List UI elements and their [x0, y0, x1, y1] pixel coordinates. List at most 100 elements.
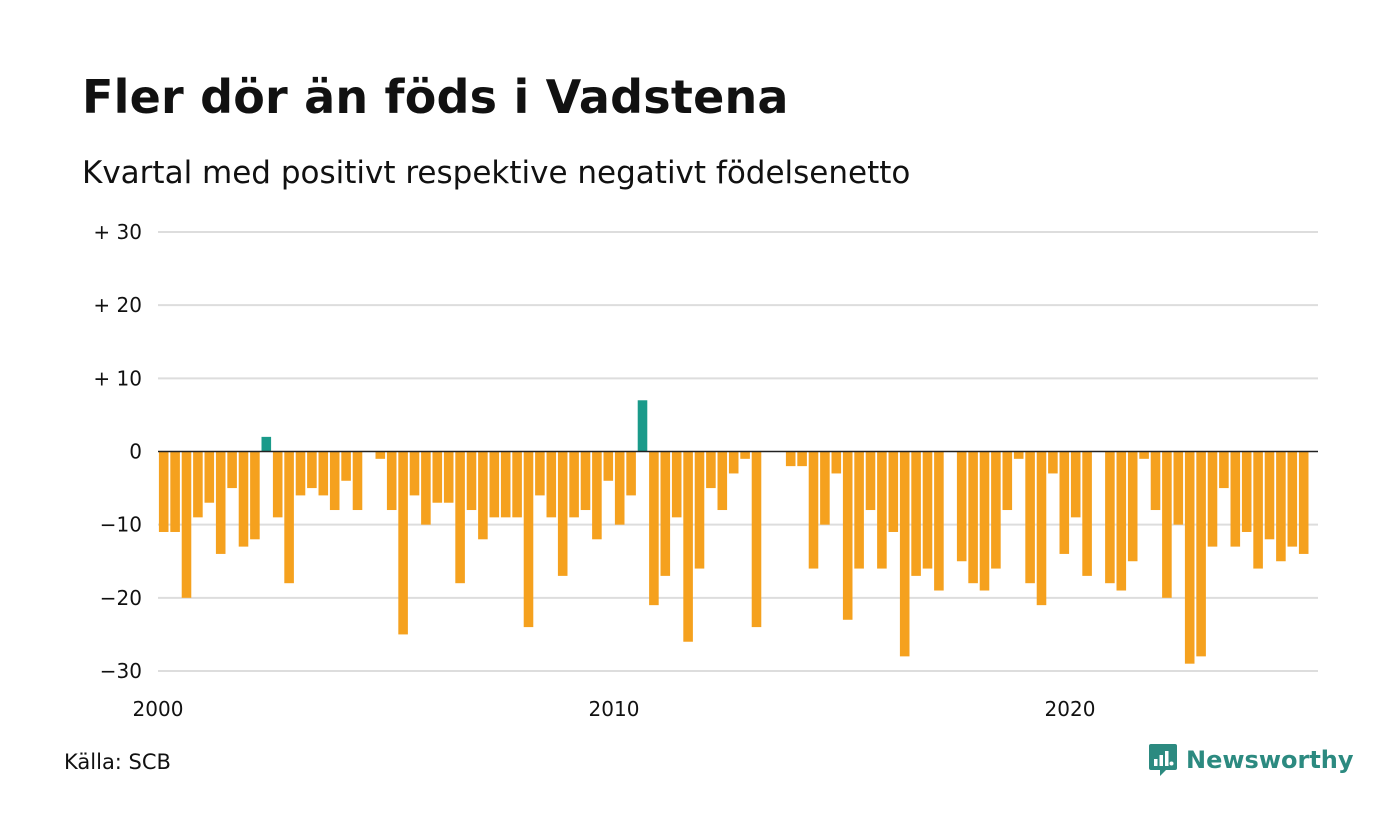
- bar-negative: [877, 451, 887, 569]
- bar-negative: [1219, 451, 1229, 489]
- bar-negative: [272, 451, 283, 518]
- bar-negative: [808, 451, 819, 569]
- bar-negative: [1036, 451, 1047, 606]
- bar-negative: [1105, 451, 1115, 584]
- bar-negative: [979, 451, 990, 591]
- bar-negative: [592, 451, 602, 540]
- bar-negative: [227, 451, 237, 489]
- bar-negative: [170, 451, 180, 532]
- y-tick-label: + 10: [93, 366, 142, 390]
- source-note: Källa: SCB: [64, 750, 171, 774]
- bar-negative: [1070, 451, 1081, 518]
- bar-negative: [569, 451, 579, 518]
- bar-negative: [318, 451, 329, 496]
- bar-negative: [1230, 451, 1241, 547]
- bar-negative: [1264, 451, 1275, 540]
- bar-negative: [341, 451, 351, 481]
- bar-negative: [535, 451, 545, 496]
- x-axis-ticks: 2000 2010 2020: [133, 697, 1096, 721]
- bar-negative: [307, 451, 317, 489]
- bar-negative: [352, 451, 363, 511]
- bar-negative: [831, 451, 842, 474]
- bar-negative: [1162, 451, 1172, 598]
- bar-negative: [1116, 451, 1127, 591]
- brand: Newsworthy: [1148, 742, 1354, 778]
- bar-positive: [637, 400, 648, 452]
- bar-negative: [660, 451, 671, 576]
- bar-negative: [1207, 451, 1218, 547]
- bars: [158, 400, 1309, 664]
- x-tick-label: 2010: [589, 697, 640, 721]
- bar-negative: [1298, 451, 1309, 554]
- bar-negative: [478, 451, 488, 540]
- bar-negative: [295, 451, 306, 496]
- bar-negative: [1287, 451, 1298, 547]
- bar-negative: [603, 451, 614, 481]
- bar-negative: [1184, 451, 1195, 664]
- bar-negative: [1139, 451, 1149, 459]
- bar-negative: [842, 451, 853, 620]
- bar-negative: [717, 451, 728, 511]
- bar-negative: [649, 451, 659, 606]
- bar-negative: [238, 451, 249, 547]
- bar-negative: [1048, 451, 1058, 474]
- bar-negative: [820, 451, 830, 525]
- bar-negative: [215, 451, 226, 554]
- bar-negative: [181, 451, 192, 598]
- bar-negative: [284, 451, 294, 584]
- bar-negative: [489, 451, 500, 518]
- bar-negative: [728, 451, 739, 474]
- bar-negative: [512, 451, 522, 518]
- bar-negative: [421, 451, 431, 525]
- bar-negative: [580, 451, 591, 511]
- brand-name: Newsworthy: [1186, 746, 1354, 774]
- bar-positive: [261, 436, 272, 452]
- bar-negative: [865, 451, 876, 511]
- bar-negative: [523, 451, 534, 628]
- bar-negative: [683, 451, 693, 642]
- x-tick-label: 2000: [133, 697, 184, 721]
- bar-negative: [1173, 451, 1184, 525]
- bar-negative: [546, 451, 557, 518]
- bar-negative: [329, 451, 340, 511]
- bar-negative: [204, 451, 215, 503]
- bar-negative: [250, 451, 260, 540]
- bar-negative: [797, 451, 807, 467]
- bar-negative: [934, 451, 944, 591]
- bar-negative: [500, 451, 511, 518]
- bar-negative: [854, 451, 864, 569]
- bar-negative: [432, 451, 443, 503]
- bar-negative: [968, 451, 978, 584]
- bar-negative: [1082, 451, 1092, 576]
- y-tick-label: + 30: [93, 220, 142, 244]
- bar-negative: [1241, 451, 1252, 532]
- bar-negative: [956, 451, 967, 562]
- bar-negative: [375, 451, 386, 459]
- bar-negative: [443, 451, 454, 503]
- bar-negative: [1013, 451, 1024, 459]
- chart-subtitle: Kvartal med positivt respektive negativt…: [82, 155, 911, 191]
- bar-negative: [694, 451, 705, 569]
- bar-negative: [614, 451, 625, 525]
- bar-negative: [785, 451, 796, 467]
- bar-negative: [751, 451, 762, 628]
- y-tick-label: −10: [100, 513, 142, 537]
- bar-negative: [409, 451, 420, 496]
- bar-negative: [557, 451, 568, 576]
- bar-negative: [466, 451, 477, 511]
- y-tick-label: −30: [100, 659, 142, 683]
- bar-negative: [899, 451, 910, 657]
- bar-negative: [398, 451, 408, 635]
- bar-negative: [193, 451, 203, 518]
- y-tick-label: −20: [100, 586, 142, 610]
- bar-negative: [671, 451, 682, 518]
- bar-negative: [1253, 451, 1263, 569]
- y-tick-label: + 20: [93, 293, 142, 317]
- bar-negative: [1127, 451, 1138, 562]
- bar-negative: [626, 451, 636, 496]
- bar-negative: [911, 451, 921, 576]
- bar-negative: [706, 451, 716, 489]
- bar-negative: [158, 451, 169, 532]
- bar-negative: [455, 451, 465, 584]
